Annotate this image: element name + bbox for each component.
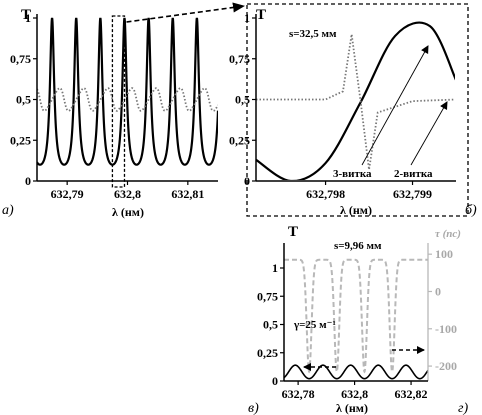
x-tick-label: 632,8 <box>341 387 368 401</box>
chart-b-series-dotted <box>256 34 455 170</box>
y-tick-label: 1 <box>25 11 31 25</box>
y2-tick-label: -200 <box>435 359 457 373</box>
chart-b-x-ticks: 632,798 632,799 <box>306 181 432 201</box>
chart-a-x-ticks: 632,79 632,8 632,81 <box>51 181 204 201</box>
y-tick-label: 0,5 <box>16 93 31 107</box>
y2-tick-label: 100 <box>435 247 453 261</box>
chart-b-frame <box>246 3 469 217</box>
chart-a-ylabel: T <box>21 7 31 23</box>
y-tick-label: 1 <box>272 261 278 275</box>
chart-b-annotation-s: s=32,5 мм <box>289 28 337 40</box>
chart-c-y-ticks: 0 0,25 0,5 0,75 1 <box>257 261 284 388</box>
y-tick-label: 0,5 <box>235 93 250 107</box>
y-tick-label: 0,75 <box>257 289 278 303</box>
zoom-arrow <box>126 2 245 23</box>
panel-label-b: б) <box>465 203 477 218</box>
chart-a: T 0 0,25 0,5 0,75 1 632,79 632,8 632,81 λ (нм)… <box>2 2 245 219</box>
y-tick-label: 0 <box>272 374 278 388</box>
y-tick-label: 0,75 <box>229 52 250 66</box>
chart-a-y-ticks: 0 0,25 0,5 0,75 1 <box>10 11 37 188</box>
y-tick-label: 0 <box>244 174 250 188</box>
x-tick-label: 632,82 <box>395 387 428 401</box>
y-tick-label: 0,5 <box>263 318 278 332</box>
chart-b-series-solid <box>256 21 455 180</box>
y2-tick-label: -100 <box>435 322 457 336</box>
chart-b: T 0 0,25 0,5 0,75 1 632,798 632,799 s=32,5 мм… <box>229 3 477 218</box>
chart-b-xlabel: λ (нм) <box>340 203 372 217</box>
chart-a-zoom-box <box>111 15 126 188</box>
chart-c-ylabel: T <box>288 224 298 240</box>
chart-a-series-dotted <box>37 87 218 112</box>
panel-label-d: г) <box>458 401 468 415</box>
chart-c-xlabel: λ (нм) <box>336 401 368 415</box>
chart-b-annotation-3: 3-витка <box>333 168 372 180</box>
chart-c-series-solid <box>284 364 428 380</box>
chart-b-y-ticks: 0 0,25 0,5 0,75 1 <box>229 11 256 188</box>
chart-c: T τ (пс) 0 0,25 0,5 0,75 1 100 0 -100 -200 632,… <box>248 224 468 415</box>
x-tick-label: 632,78 <box>282 387 315 401</box>
chart-b-arrow-2 <box>410 101 448 166</box>
y-tick-label: 0,25 <box>229 133 250 147</box>
x-tick-label: 632,798 <box>306 187 345 201</box>
chart-a-series-solid <box>37 17 218 166</box>
y2-tick-label: 0 <box>435 284 441 298</box>
chart-b-ylabel: T <box>256 7 266 23</box>
x-tick-label: 632,8 <box>114 187 141 201</box>
chart-a-xlabel: λ (нм) <box>112 205 144 219</box>
chart-c-annotation-gamma: γ=25 м⁻¹ <box>293 319 336 331</box>
x-tick-label: 632,79 <box>51 187 84 201</box>
y-tick-label: 0,75 <box>10 52 31 66</box>
chart-c-annotation-s: s=9,96 мм <box>334 240 382 252</box>
panel-label-c: в) <box>248 401 259 415</box>
chart-b-annotation-2: 2-витка <box>394 168 433 180</box>
chart-b-arrow-3 <box>361 45 429 166</box>
y-tick-label: 0,25 <box>10 133 31 147</box>
y-tick-label: 0,25 <box>257 346 278 360</box>
chart-c-series-dashed <box>284 258 428 374</box>
x-tick-label: 632,81 <box>171 187 204 201</box>
y-tick-label: 0 <box>25 174 31 188</box>
y-tick-label: 1 <box>244 11 250 25</box>
chart-c-y2-ticks: 100 0 -100 -200 <box>428 247 457 373</box>
chart-c-x-ticks: 632,78 632,8 632,82 <box>282 381 428 401</box>
x-tick-label: 632,799 <box>393 187 432 201</box>
panel-label-a: а) <box>2 203 14 218</box>
chart-c-y2label: τ (пс) <box>435 228 461 240</box>
